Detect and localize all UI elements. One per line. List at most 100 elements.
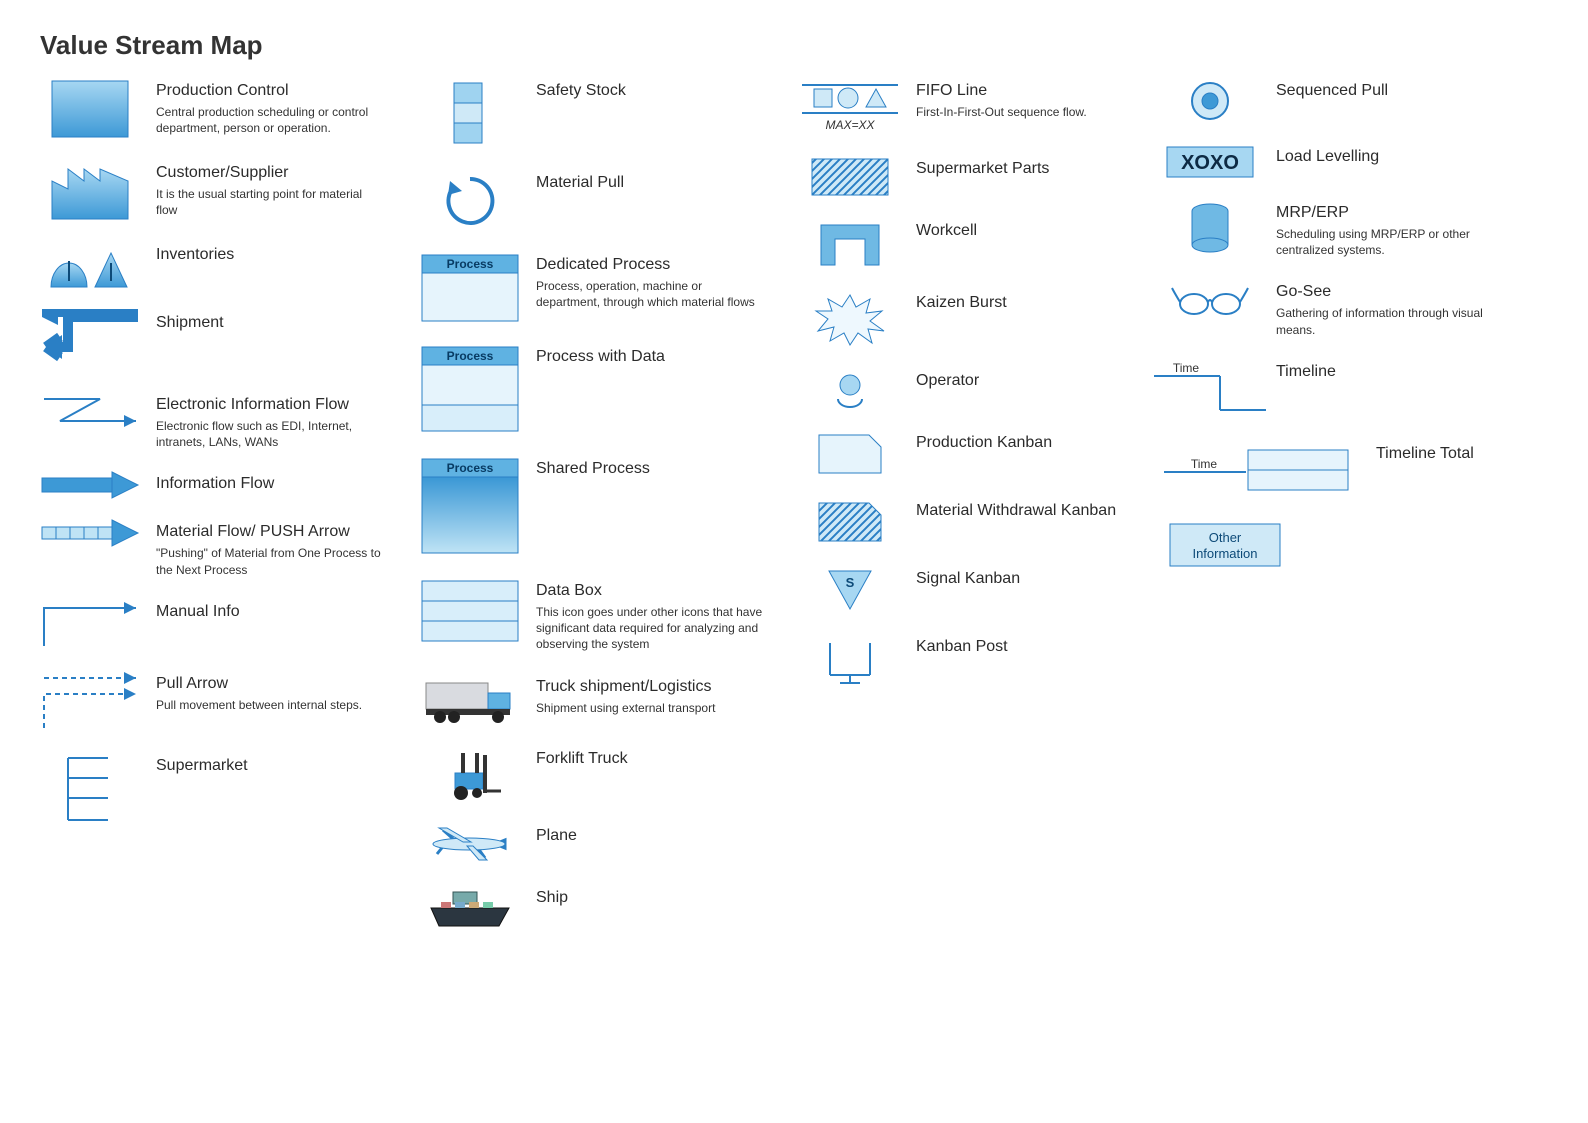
desc: Gathering of information through visual …	[1276, 305, 1506, 337]
item-material-flow-push: Material Flow/ PUSH Arrow "Pushing" of Ma…	[40, 520, 420, 577]
svg-text:S: S	[846, 575, 855, 590]
timeline-icon: Time	[1160, 360, 1260, 420]
dedicated-process-icon: Process	[420, 253, 520, 323]
production-control-icon	[40, 79, 140, 139]
pull-arrow-icon	[40, 672, 140, 732]
fifo-caption: MAX=XX	[825, 118, 875, 132]
forklift-icon	[420, 747, 520, 802]
kaizen-burst-icon	[800, 291, 900, 347]
kanban-post-icon	[800, 635, 900, 685]
label: Supermarket Parts	[916, 159, 1049, 179]
svg-text:Time: Time	[1191, 457, 1218, 471]
item-go-see: Go-See Gathering of information through v…	[1160, 280, 1520, 337]
label: Customer/Supplier	[156, 163, 386, 183]
shipment-arrow-icon	[40, 311, 140, 371]
label: Information Flow	[156, 474, 274, 494]
label: Dedicated Process	[536, 255, 766, 275]
electronic-info-icon	[40, 393, 140, 433]
item-manual-info: Manual Info	[40, 600, 420, 650]
production-kanban-icon	[800, 431, 900, 477]
item-load-levelling: XOXO Load Levelling	[1160, 145, 1520, 179]
item-material-withdrawal-kanban: Material Withdrawal Kanban	[800, 499, 1160, 545]
cylinder-icon	[1160, 201, 1260, 257]
item-production-control: Production Control Central production sch…	[40, 79, 420, 139]
material-withdrawal-kanban-icon	[800, 499, 900, 545]
item-timeline-total: Time Timeline Total	[1160, 442, 1520, 498]
svg-text:Process: Process	[447, 461, 494, 475]
item-supermarket-parts: Supermarket Parts	[800, 157, 1160, 197]
label: Shipment	[156, 313, 224, 333]
item-truck-shipment: Truck shipment/LogisticsShipment using e…	[420, 675, 800, 725]
item-information-flow: Information Flow	[40, 472, 420, 498]
desc: Central production scheduling or control…	[156, 104, 386, 136]
ship-icon	[420, 886, 520, 931]
label: Load Levelling	[1276, 147, 1379, 167]
label: Shared Process	[536, 459, 650, 479]
item-pull-arrow: Pull ArrowPull movement between internal…	[40, 672, 420, 732]
item-shared-process: Process Shared Process	[420, 457, 800, 557]
label: Plane	[536, 826, 577, 846]
label: Manual Info	[156, 602, 240, 622]
workcell-icon	[800, 219, 900, 269]
label: Timeline Total	[1376, 444, 1474, 464]
item-dedicated-process: Process Dedicated Process Process, operat…	[420, 253, 800, 323]
process-with-data-icon: Process	[420, 345, 520, 435]
desc: Electronic flow such as EDI, Internet, i…	[156, 418, 386, 450]
item-kaizen-burst: Kaizen Burst	[800, 291, 1160, 347]
page-title: Value Stream Map	[40, 30, 1548, 61]
timeline-total-icon: Time	[1160, 442, 1360, 498]
label: Operator	[916, 371, 979, 391]
label: Safety Stock	[536, 81, 626, 101]
item-mrp-erp: MRP/ERPScheduling using MRP/ERP or other…	[1160, 201, 1520, 258]
label: Production Kanban	[916, 433, 1052, 453]
truck-icon	[420, 675, 520, 725]
label: Supermarket	[156, 756, 248, 776]
item-sequenced-pull: Sequenced Pull	[1160, 79, 1520, 123]
column-4: Sequenced Pull XOXO Load Levelling MRP/E…	[1160, 79, 1520, 931]
item-signal-kanban: S Signal Kanban	[800, 567, 1160, 613]
desc: It is the usual starting point for mater…	[156, 186, 386, 218]
item-forklift: Forklift Truck	[420, 747, 800, 802]
item-safety-stock: Safety Stock	[420, 79, 800, 149]
fifo-icon: MAX=XX	[800, 79, 900, 135]
label: Electronic Information Flow	[156, 395, 386, 415]
label: Sequenced Pull	[1276, 81, 1388, 101]
push-arrow-icon	[40, 520, 140, 546]
desc: First-In-First-Out sequence flow.	[916, 104, 1087, 120]
factory-icon	[40, 161, 140, 221]
label: Forklift Truck	[536, 749, 628, 769]
label: Kaizen Burst	[916, 293, 1007, 313]
desc: Process, operation, machine or departmen…	[536, 278, 766, 310]
svg-text:Information: Information	[1192, 546, 1257, 561]
item-production-kanban: Production Kanban	[800, 431, 1160, 477]
label: Kanban Post	[916, 637, 1008, 657]
label: Material Withdrawal Kanban	[916, 501, 1116, 521]
label: Material Pull	[536, 173, 624, 193]
label: MRP/ERP	[1276, 203, 1506, 223]
glasses-icon	[1160, 280, 1260, 320]
label: Production Control	[156, 81, 386, 101]
item-customer-supplier: Customer/Supplier It is the usual startin…	[40, 161, 420, 221]
plane-icon	[420, 824, 520, 864]
xoxo-text: XOXO	[1181, 152, 1239, 174]
label: Data Box	[536, 581, 766, 601]
svg-text:Time: Time	[1173, 361, 1200, 375]
column-1: Production Control Central production sch…	[40, 79, 420, 931]
label: Material Flow/ PUSH Arrow	[156, 522, 386, 542]
supermarket-parts-icon	[800, 157, 900, 197]
process-badge: Process	[447, 257, 494, 271]
label: Truck shipment/Logistics	[536, 677, 715, 697]
label: Go-See	[1276, 282, 1506, 302]
item-material-pull: Material Pull	[420, 171, 800, 231]
inventories-icon	[40, 243, 140, 289]
label: Ship	[536, 888, 568, 908]
item-supermarket: Supermarket	[40, 754, 420, 824]
item-inventories: Inventories	[40, 243, 420, 289]
desc: "Pushing" of Material from One Process t…	[156, 545, 386, 577]
item-electronic-info-flow: Electronic Information Flow Electronic fl…	[40, 393, 420, 450]
item-ship: Ship	[420, 886, 800, 931]
desc: Pull movement between internal steps.	[156, 697, 362, 713]
svg-text:Process: Process	[447, 349, 494, 363]
desc: This icon goes under other icons that ha…	[536, 604, 766, 653]
item-shipment: Shipment	[40, 311, 420, 371]
